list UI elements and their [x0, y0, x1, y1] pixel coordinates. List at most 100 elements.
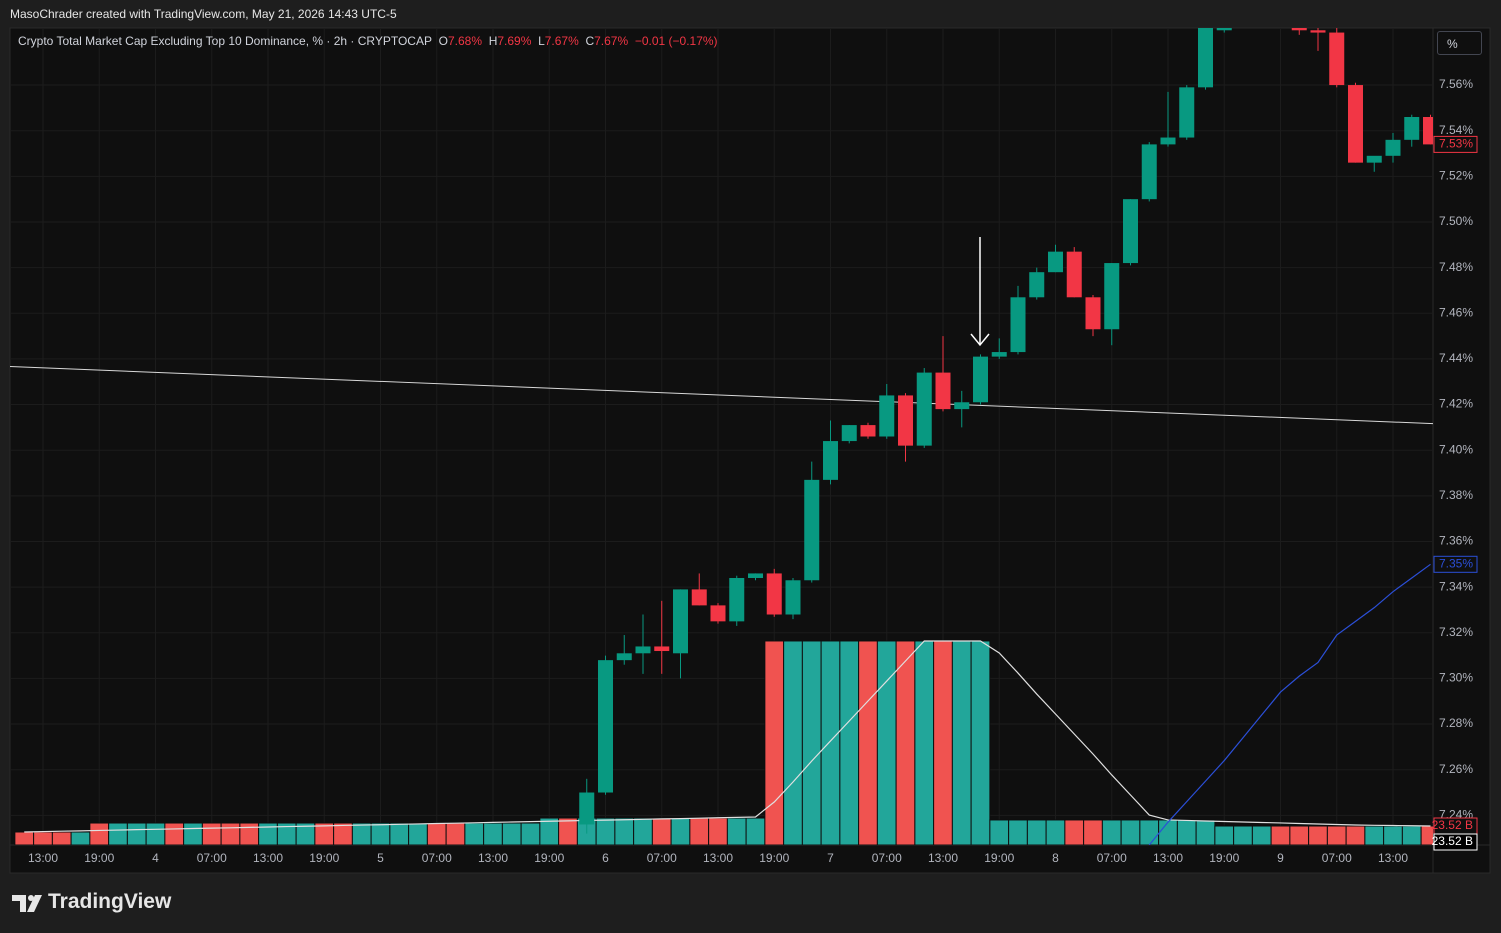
- volume-bar: [220, 822, 241, 845]
- volume-bar: [614, 817, 635, 845]
- x-tick-label: 19:00: [759, 851, 789, 865]
- volume-bar: [1195, 819, 1216, 845]
- volume-bar: [858, 640, 878, 845]
- volume-bar: [445, 822, 466, 845]
- volume-bar: [1083, 819, 1103, 845]
- x-tick-label: 7: [827, 851, 834, 865]
- candle-body: [1404, 117, 1420, 140]
- ohlc-value: 7.68%: [447, 34, 483, 48]
- candle-body: [973, 356, 988, 403]
- volume-bar: [520, 822, 541, 845]
- candle-body: [841, 425, 857, 442]
- x-tick-label: 9: [1277, 851, 1284, 865]
- candle-body: [860, 425, 876, 437]
- y-tick-label: 7.38%: [1439, 488, 1473, 502]
- x-tick-label: 19:00: [984, 851, 1014, 865]
- x-tick-label: 13:00: [28, 851, 58, 865]
- candle-body: [748, 573, 763, 578]
- volume-bar: [1251, 825, 1272, 845]
- x-tick-label: 07:00: [197, 851, 227, 865]
- volume-bar: [1158, 819, 1178, 845]
- volume-bar: [745, 817, 766, 845]
- volume-bar: [1270, 825, 1291, 845]
- volume-bar: [1233, 825, 1253, 845]
- legend: Crypto Total Market Cap Excluding Top 10…: [18, 34, 718, 48]
- arrow-annotation: [970, 237, 990, 347]
- candle-body: [729, 577, 745, 622]
- x-tick-label: 19:00: [1209, 851, 1239, 865]
- y-tick-label: 7.46%: [1439, 305, 1473, 319]
- volume-bar: [914, 640, 935, 845]
- volume-bar: [1064, 819, 1085, 845]
- volume-bar: [1401, 825, 1422, 845]
- volume-bar: [89, 822, 110, 845]
- ohlc-key: H: [488, 34, 498, 48]
- volume-bar: [1289, 825, 1310, 845]
- candle-body: [635, 646, 651, 654]
- volume-bar: [1308, 825, 1328, 845]
- candle-body: [616, 653, 632, 661]
- x-tick-label: 6: [602, 851, 609, 865]
- x-tick-label: 07:00: [1322, 851, 1352, 865]
- x-tick-label: 13:00: [703, 851, 733, 865]
- ohlc-value: 7.69%: [497, 34, 532, 48]
- candle-body: [766, 573, 782, 615]
- candle-body: [1310, 30, 1326, 33]
- axes: 7.24%7.26%7.28%7.30%7.32%7.34%7.36%7.38%…: [28, 77, 1478, 865]
- volume-bar: [989, 819, 1010, 845]
- close-label-box: [1433, 135, 1478, 153]
- volume-bar: [351, 822, 372, 845]
- volume-bar: [876, 640, 897, 845]
- volume-bar: [126, 822, 147, 845]
- y-tick-label: 7.54%: [1439, 123, 1473, 137]
- candle-body: [1029, 272, 1045, 298]
- volume-bar: [483, 822, 503, 845]
- y-tick-label: 7.48%: [1439, 260, 1473, 274]
- volume-bar: [426, 822, 447, 845]
- volume-bar: [464, 822, 485, 845]
- volume-bar: [1214, 825, 1235, 845]
- y-tick-label: 7.32%: [1439, 625, 1473, 639]
- volume-bar: [1008, 819, 1028, 845]
- candle-body: [1348, 85, 1363, 163]
- volume-bar: [783, 640, 803, 845]
- scale-button[interactable]: %: [1437, 31, 1482, 55]
- volume-bar: [595, 817, 616, 845]
- x-tick-label: 5: [377, 851, 384, 865]
- candle-body: [954, 402, 970, 410]
- x-tick-label: 13:00: [1378, 851, 1408, 865]
- volume-bar: [1120, 819, 1141, 845]
- x-tick-label: 19:00: [534, 851, 564, 865]
- volume-bar: [389, 822, 410, 845]
- volume-bar: [820, 640, 841, 845]
- indicator-label: 7.35%: [1439, 556, 1473, 570]
- y-tick-label: 7.44%: [1439, 351, 1473, 365]
- ohlc-key: O: [438, 34, 448, 48]
- volume-bar: [558, 817, 578, 845]
- y-tick-label: 7.52%: [1439, 169, 1473, 183]
- volume-bar: [708, 817, 728, 845]
- symbol: Crypto Total Market Cap Excluding Top 10…: [18, 34, 432, 48]
- candle-body: [1291, 28, 1307, 31]
- volume-bar: [201, 822, 222, 845]
- volume-bar: [951, 640, 972, 845]
- brand: TradingView: [48, 890, 172, 913]
- volume-bar: [1345, 825, 1366, 845]
- candle-body: [598, 660, 613, 793]
- volume-bar: [1026, 819, 1047, 845]
- volume-bar: [164, 822, 185, 845]
- volume-bar: [539, 817, 560, 845]
- volume-bar: [370, 822, 391, 845]
- candle-body: [879, 395, 895, 437]
- volume-bar: [970, 640, 991, 845]
- candle-body: [1329, 32, 1345, 86]
- volume-bar: [1383, 825, 1403, 845]
- volume-bar: [333, 822, 353, 845]
- x-tick-label: 13:00: [478, 851, 508, 865]
- candle-body: [1366, 155, 1382, 163]
- x-tick-label: 07:00: [647, 851, 677, 865]
- brand-logo: [12, 895, 42, 912]
- volume-label: 23.52 B: [1432, 818, 1473, 832]
